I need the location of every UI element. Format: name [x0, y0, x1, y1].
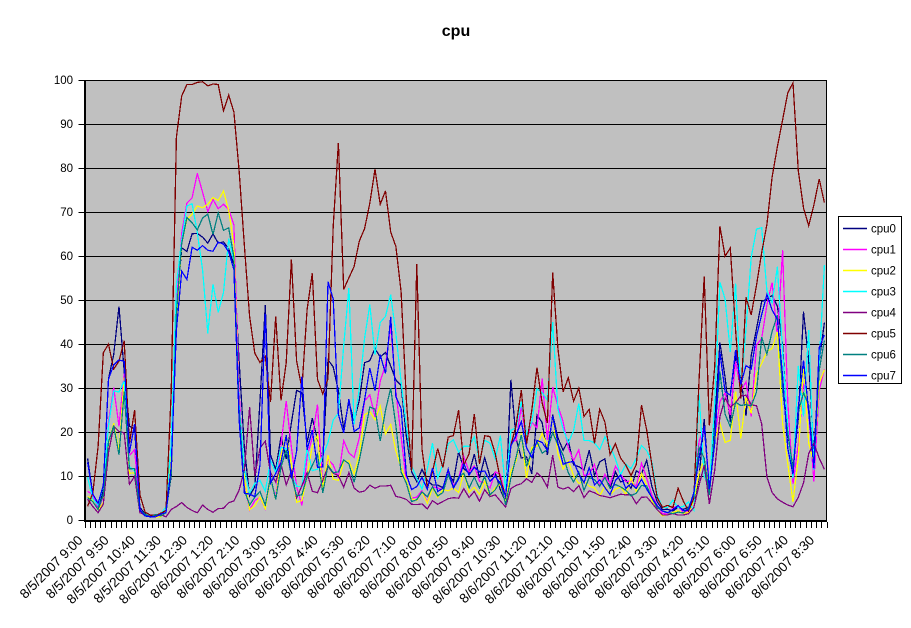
- svg-text:cpu5: cpu5: [871, 329, 896, 341]
- svg-text:90: 90: [60, 119, 73, 131]
- svg-text:cpu0: cpu0: [871, 224, 896, 236]
- svg-text:cpu3: cpu3: [871, 287, 896, 299]
- svg-text:0: 0: [67, 515, 73, 527]
- svg-text:cpu1: cpu1: [871, 245, 896, 257]
- svg-text:40: 40: [60, 339, 73, 351]
- svg-text:10: 10: [60, 471, 73, 483]
- svg-text:cpu: cpu: [442, 23, 470, 40]
- svg-text:80: 80: [60, 163, 73, 175]
- svg-text:70: 70: [60, 207, 73, 219]
- svg-text:100: 100: [54, 75, 73, 87]
- svg-text:cpu2: cpu2: [871, 266, 896, 278]
- svg-text:30: 30: [60, 383, 73, 395]
- svg-text:50: 50: [60, 295, 73, 307]
- svg-text:20: 20: [60, 427, 73, 439]
- svg-text:cpu4: cpu4: [871, 308, 897, 320]
- svg-text:60: 60: [60, 251, 73, 263]
- svg-text:cpu6: cpu6: [871, 350, 896, 362]
- svg-text:cpu7: cpu7: [871, 371, 896, 383]
